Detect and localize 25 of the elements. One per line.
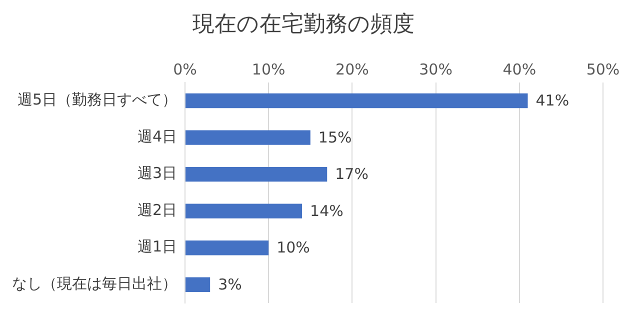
data-label: 14% (310, 202, 344, 220)
x-tick-label: 10% (252, 60, 286, 78)
y-tick-label: なし（現在は毎日出社） (12, 274, 177, 293)
x-tick-label: 50% (586, 60, 620, 78)
y-tick-label: 週5日（勤務日すべて） (17, 90, 177, 109)
data-label: 3% (218, 276, 242, 294)
data-label: 41% (536, 92, 570, 110)
x-tick-label: 0% (173, 60, 197, 78)
y-tick-label: 週1日 (137, 238, 177, 256)
bar (186, 93, 528, 108)
bar (186, 277, 210, 292)
bar (186, 130, 310, 145)
y-tick-label: 週3日 (137, 164, 177, 182)
data-label: 17% (335, 165, 368, 184)
y-tick-label: 週4日 (137, 127, 177, 146)
x-tick-label: 20% (336, 60, 369, 78)
x-tick-label: 40% (502, 60, 536, 78)
bar (186, 166, 328, 182)
bar (186, 240, 269, 256)
data-label: 10% (276, 238, 310, 257)
data-label: 15% (318, 128, 352, 146)
x-tick-label: 30% (419, 60, 452, 78)
y-tick-label: 週2日 (137, 200, 177, 219)
chart-title: 現在の在宅勤務の頻度 (192, 12, 414, 37)
bar (186, 204, 302, 218)
